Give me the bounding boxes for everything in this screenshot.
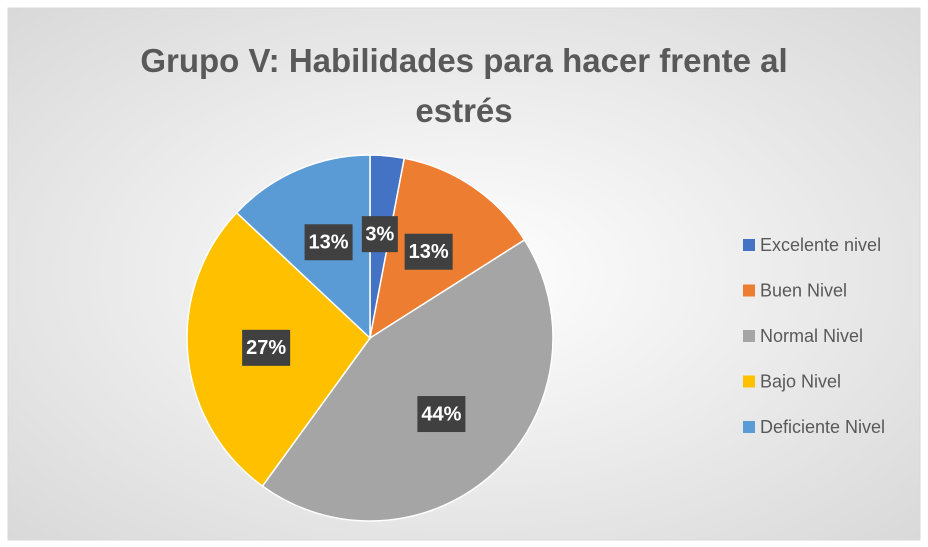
legend-swatch [743,330,755,342]
pie-slice [261,238,554,522]
data-label-box [242,329,291,366]
data-label-box [304,224,353,261]
legend-label: Deficiente Nivel [760,417,885,437]
legend-swatch [743,239,755,251]
data-label: 3% [365,223,394,245]
data-label: 44% [421,403,461,425]
legend-swatch [743,421,755,433]
data-label-box [361,216,398,253]
pie-slice [235,154,371,340]
legend-label: Normal Nivel [760,326,863,346]
data-label-box [417,396,466,433]
legend-swatch [743,375,755,388]
legend-swatch [743,284,755,297]
data-label: 13% [309,232,349,254]
data-label: 27% [246,337,286,359]
data-label: 13% [409,241,449,263]
legend-label: Excelente nivel [760,235,881,255]
chart-title: Grupo V: Habilidades para hacer frente a… [140,42,788,129]
data-label-box [404,233,453,270]
legend-label: Buen Nivel [760,280,847,300]
legend-label: Bajo Nivel [760,371,841,391]
